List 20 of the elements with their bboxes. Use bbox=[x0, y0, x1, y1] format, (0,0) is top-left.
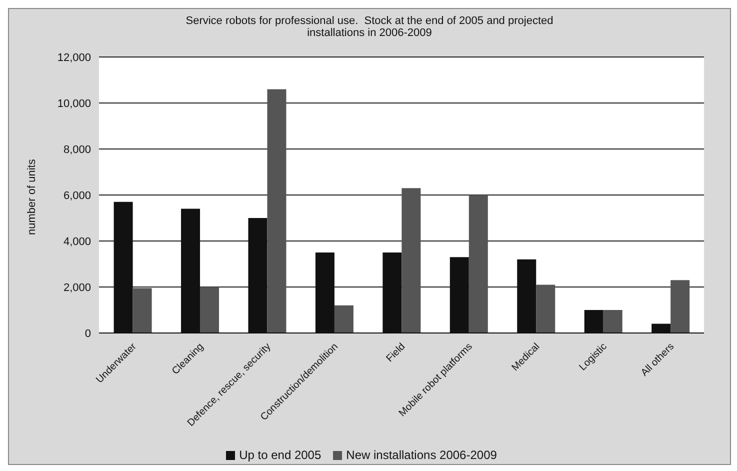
bar bbox=[536, 284, 556, 333]
bar bbox=[200, 287, 220, 333]
bar bbox=[468, 195, 488, 333]
legend-label: New installations 2006-2009 bbox=[345, 448, 497, 462]
chart-title: Service robots for professional use. Stock at the end of 2005 and projected installations in 2006-2009 bbox=[184, 15, 554, 39]
y-tick-label: 8,000 bbox=[63, 144, 91, 156]
bar bbox=[334, 305, 354, 333]
y-axis-title: number of units bbox=[26, 158, 38, 235]
bar bbox=[267, 89, 286, 333]
y-tick-label: 0 bbox=[84, 328, 91, 340]
y-tick-label: 12,000 bbox=[57, 52, 91, 64]
y-tick-label: 6,000 bbox=[63, 190, 91, 202]
legend-label: Up to end 2005 bbox=[238, 448, 322, 462]
bar bbox=[132, 288, 152, 333]
y-tick-label: 2,000 bbox=[63, 282, 91, 294]
bar bbox=[402, 188, 421, 333]
bar bbox=[670, 280, 690, 333]
y-tick-label: 10,000 bbox=[57, 98, 91, 110]
y-tick-label: 4,000 bbox=[63, 236, 91, 248]
bar bbox=[603, 310, 622, 333]
